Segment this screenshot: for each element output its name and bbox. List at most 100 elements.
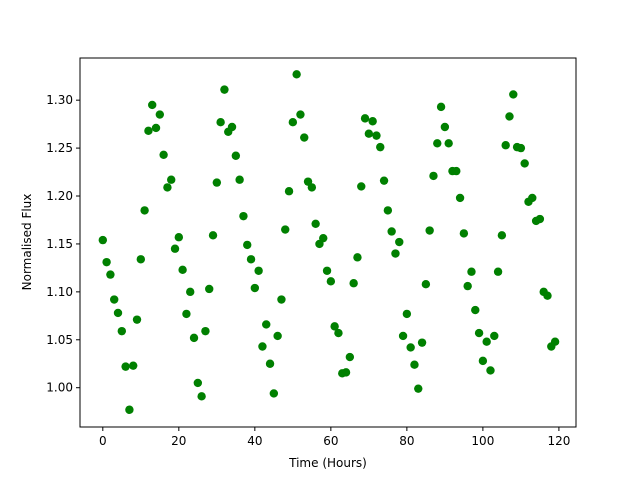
- point: [417, 338, 427, 347]
- point: [482, 337, 491, 346]
- point: [155, 110, 165, 119]
- point: [459, 229, 469, 238]
- point: [178, 265, 187, 275]
- point: [391, 249, 400, 258]
- point: [106, 270, 115, 279]
- point: [300, 133, 309, 142]
- point: [444, 139, 453, 148]
- point: [159, 150, 168, 160]
- point: [429, 171, 438, 181]
- point: [284, 187, 294, 196]
- point: [501, 141, 510, 150]
- point: [436, 102, 446, 112]
- point: [277, 295, 286, 304]
- x-tick-label: 40: [247, 434, 262, 448]
- point: [474, 328, 484, 338]
- x-tick-label: 100: [471, 434, 494, 448]
- point: [216, 118, 225, 127]
- y-tick-label: 1.20: [46, 189, 73, 203]
- point: [528, 193, 537, 203]
- point: [296, 110, 305, 119]
- point: [535, 214, 545, 224]
- point: [486, 366, 495, 375]
- point: [136, 255, 146, 264]
- point: [379, 176, 389, 185]
- point: [235, 175, 244, 184]
- point: [326, 277, 336, 286]
- point: [360, 114, 370, 123]
- point: [398, 331, 408, 341]
- point: [334, 328, 343, 338]
- point: [167, 175, 176, 184]
- point: [330, 322, 339, 331]
- point: [516, 143, 526, 153]
- point: [349, 279, 358, 288]
- point: [231, 151, 241, 160]
- point: [254, 266, 263, 275]
- point: [292, 70, 301, 79]
- point: [406, 343, 415, 352]
- point: [132, 315, 142, 324]
- point: [497, 231, 507, 240]
- point: [490, 331, 499, 341]
- point: [421, 279, 431, 289]
- point: [174, 233, 184, 242]
- y-tick-label: 1.15: [46, 237, 73, 251]
- point: [345, 352, 355, 362]
- point: [265, 359, 275, 368]
- x-axis-label: Time (Hours): [288, 456, 367, 470]
- point: [353, 253, 362, 262]
- y-tick-label: 1.10: [46, 285, 73, 299]
- y-tick-label: 1.25: [46, 141, 73, 155]
- x-tick-label: 0: [99, 434, 107, 448]
- point: [102, 257, 111, 267]
- y-axis-label: Normalised Flux: [20, 194, 34, 291]
- point: [471, 305, 480, 315]
- point: [402, 309, 412, 319]
- point: [113, 308, 123, 318]
- point: [193, 378, 203, 388]
- point: [307, 183, 317, 192]
- point: [273, 331, 282, 341]
- point: [281, 225, 290, 234]
- y-tick-label: 1.00: [46, 381, 73, 395]
- point: [357, 182, 366, 191]
- point: [182, 309, 191, 319]
- point: [288, 118, 298, 127]
- point: [410, 360, 419, 369]
- point: [341, 368, 351, 377]
- point: [125, 405, 134, 414]
- y-tick-label: 1.30: [46, 93, 73, 107]
- plot-frame: [79, 57, 577, 428]
- point: [414, 384, 423, 393]
- point: [262, 320, 271, 329]
- point: [478, 356, 488, 366]
- x-tick-label: 120: [547, 434, 570, 448]
- point: [246, 255, 256, 264]
- point: [493, 267, 503, 276]
- point: [243, 240, 252, 250]
- point: [543, 291, 552, 300]
- point: [189, 333, 199, 343]
- point: [140, 206, 149, 215]
- point: [319, 233, 328, 243]
- point: [440, 122, 450, 132]
- point: [250, 283, 260, 293]
- x-tick-label: 20: [171, 434, 186, 448]
- point: [239, 211, 248, 221]
- point: [395, 237, 404, 247]
- point: [383, 206, 393, 215]
- point: [258, 342, 267, 351]
- point: [368, 117, 377, 126]
- point: [322, 266, 332, 275]
- point: [505, 112, 514, 121]
- x-tick-label: 60: [323, 434, 338, 448]
- point: [212, 178, 222, 187]
- point: [151, 123, 161, 133]
- point: [170, 244, 180, 253]
- point: [197, 392, 206, 401]
- point: [208, 231, 218, 240]
- point: [372, 131, 381, 140]
- point: [311, 219, 320, 229]
